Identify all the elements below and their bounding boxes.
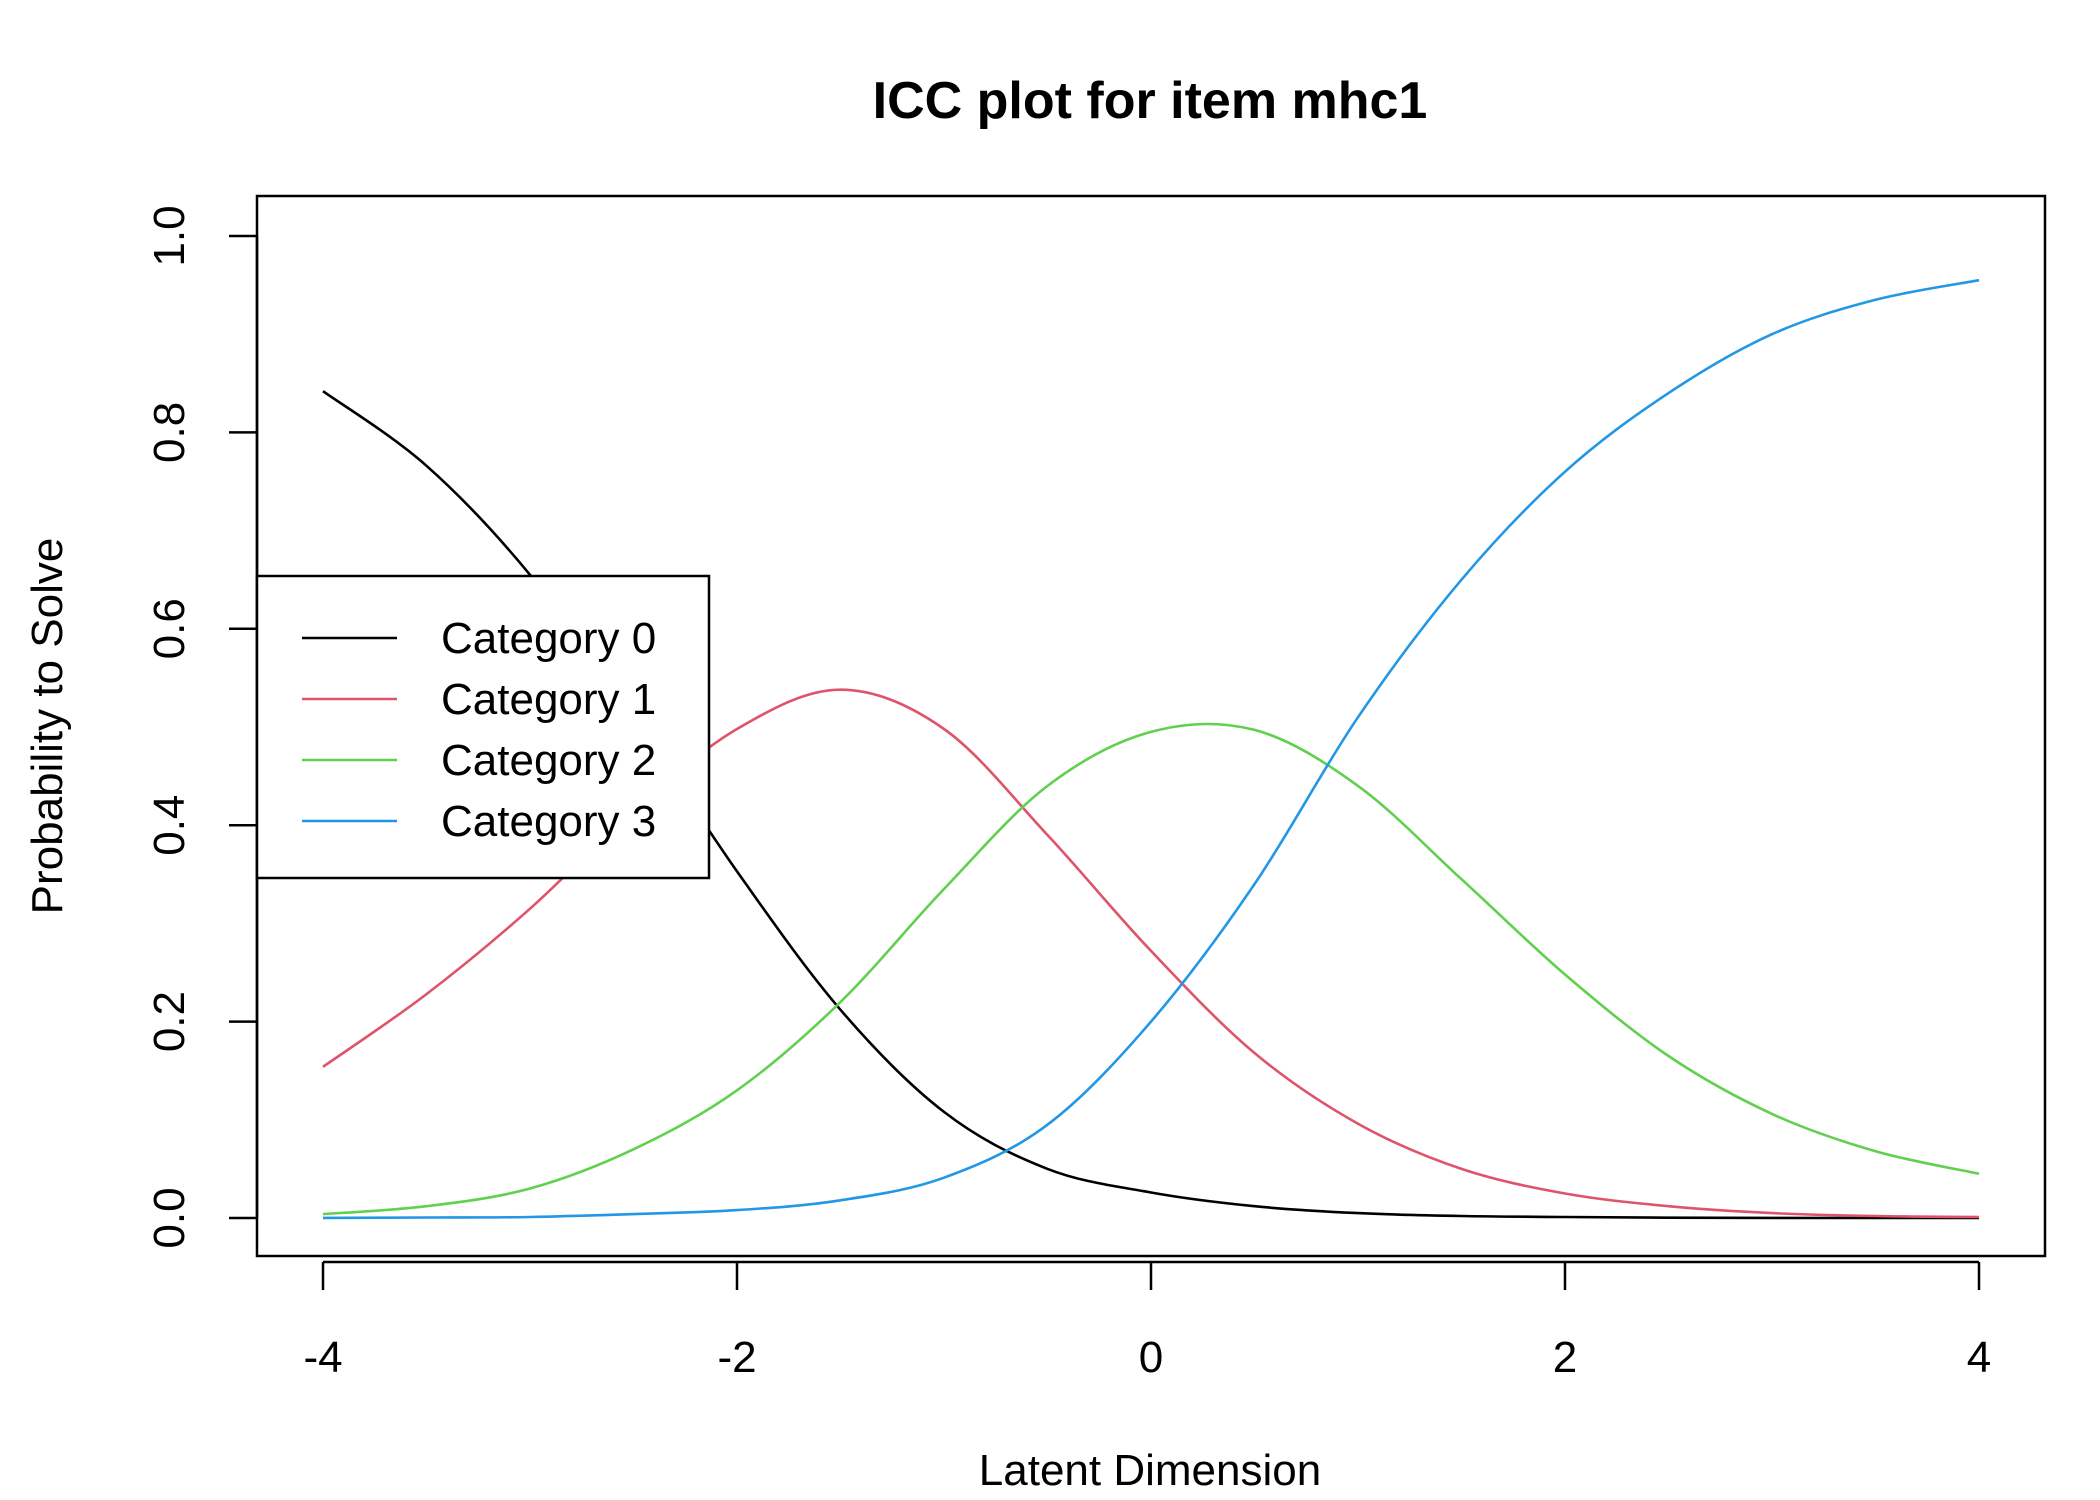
x-tick-label: -4 xyxy=(303,1333,342,1382)
y-axis-label: Probability to Solve xyxy=(23,538,72,915)
y-tick-label: 0.4 xyxy=(145,795,194,856)
y-tick-label: 0.2 xyxy=(145,991,194,1052)
x-tick-label: 0 xyxy=(1139,1333,1163,1382)
y-axis: 0.0 0.2 0.4 0.6 0.8 1.0 xyxy=(145,205,259,1249)
x-tick-label: -2 xyxy=(717,1333,756,1382)
legend-label-category-1: Category 1 xyxy=(441,675,656,724)
x-axis: -4 -2 0 2 4 xyxy=(303,1260,1991,1382)
x-axis-label: Latent Dimension xyxy=(979,1446,1321,1495)
legend-box xyxy=(255,574,711,880)
y-tick-label: 1.0 xyxy=(145,205,194,266)
series-line-category-3 xyxy=(322,278,1980,1220)
legend: Category 0 Category 1 Category 2 Category 3 xyxy=(255,574,711,880)
legend-label-category-0: Category 0 xyxy=(441,614,656,663)
legend-label-category-3: Category 3 xyxy=(441,797,656,846)
y-tick-label: 0.8 xyxy=(145,402,194,463)
series-line-category-2 xyxy=(322,722,1980,1216)
y-tick-label: 0.6 xyxy=(145,598,194,659)
x-tick-label: 4 xyxy=(1967,1333,1991,1382)
chart-title: ICC plot for item mhc1 xyxy=(873,72,1428,130)
y-tick-label: 0.0 xyxy=(145,1187,194,1248)
legend-label-category-2: Category 2 xyxy=(441,736,656,785)
x-tick-label: 2 xyxy=(1553,1333,1577,1382)
